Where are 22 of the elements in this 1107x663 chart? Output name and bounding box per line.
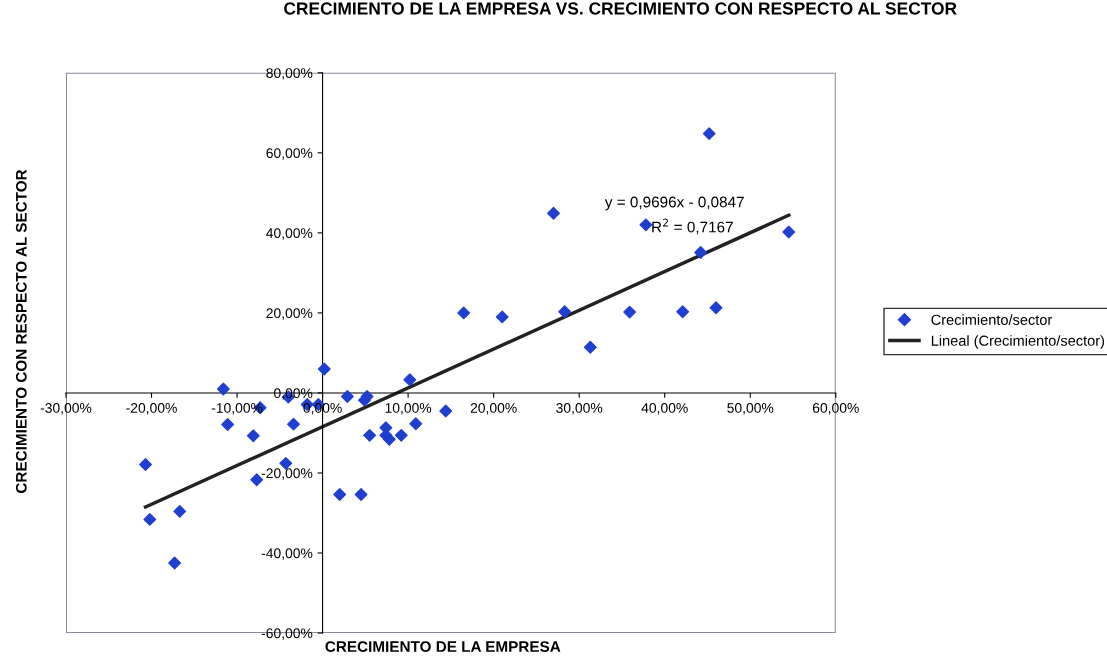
x-tick-label: 30,00%: [556, 403, 603, 415]
legend-label: Crecimiento/sector: [931, 314, 1053, 325]
x-tick-label: 10,00%: [385, 403, 432, 415]
x-axis-title: CRECIMIENTO DE LA EMPRESA: [325, 641, 561, 653]
x-tick-label: -30,00%: [40, 403, 92, 415]
y-tick-label: 80,00%: [266, 68, 313, 80]
x-tick-label: 60,00%: [812, 403, 859, 415]
y-tick-label: -60,00%: [261, 628, 313, 640]
x-tick-label: 50,00%: [727, 403, 774, 415]
legend-label: Lineal (Crecimiento/sector): [931, 335, 1105, 349]
y-tick-label: 60,00%: [266, 148, 313, 160]
y-axis-title: CRECIMIENTO CON RESPECTO AL SECTOR: [15, 169, 27, 494]
y-tick-label: 40,00%: [266, 228, 313, 240]
x-tick-label: 40,00%: [641, 403, 688, 415]
y-tick-label: -40,00%: [261, 548, 313, 560]
x-tick-label: -20,00%: [126, 403, 177, 415]
annotation: y = 0,9696x - 0,0847: [604, 196, 744, 211]
x-tick-label: 20,00%: [470, 403, 517, 415]
y-tick-label: 20,00%: [266, 308, 313, 320]
chart-title: CRECIMIENTO DE LA EMPRESA VS. CRECIMIENTO CON RESPECTO AL SECTOR: [284, 2, 957, 15]
y-tick-label: -20,00%: [261, 468, 313, 480]
annotation: R$^{2}$ = 0,7167: [652, 218, 733, 235]
